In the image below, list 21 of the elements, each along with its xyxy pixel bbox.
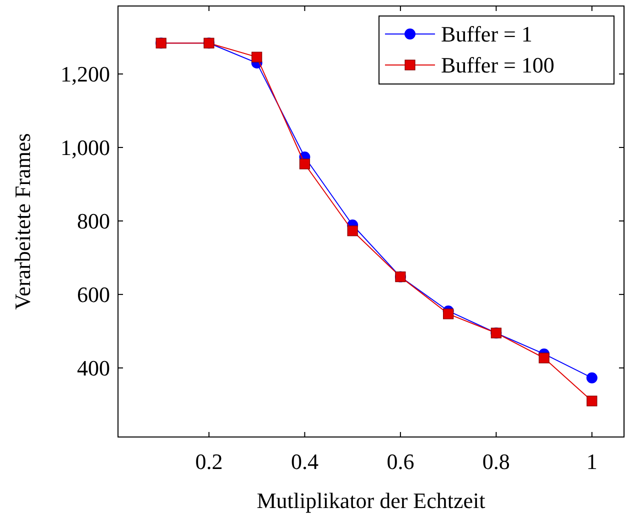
y-tick-label: 800 (77, 208, 110, 234)
point (347, 226, 358, 236)
point (586, 396, 598, 406)
point (538, 352, 550, 364)
x-tick-label: 0.4 (290, 449, 318, 474)
point (299, 158, 310, 170)
x-axis-title: Mutliplikator der Echtzeit (256, 488, 486, 513)
legend-label: Buffer = 100 (441, 52, 554, 78)
point (443, 308, 454, 320)
y-tick-label: 400 (77, 356, 110, 381)
y-tick-label: 1,200 (60, 62, 110, 87)
point (586, 372, 598, 384)
y-axis-title: Verarbeitete Frames (10, 133, 35, 310)
x-tick-label: 1 (586, 449, 598, 474)
x-tick-label: 0.2 (195, 449, 223, 474)
legend-label: Buffer = 1 (441, 22, 532, 47)
point (252, 52, 262, 62)
x-tick-label: 0.6 (386, 449, 414, 474)
x-tick-label: 0.8 (482, 449, 510, 474)
y-tick-label: 600 (77, 282, 110, 308)
y-tick-label: 1,000 (60, 135, 110, 160)
